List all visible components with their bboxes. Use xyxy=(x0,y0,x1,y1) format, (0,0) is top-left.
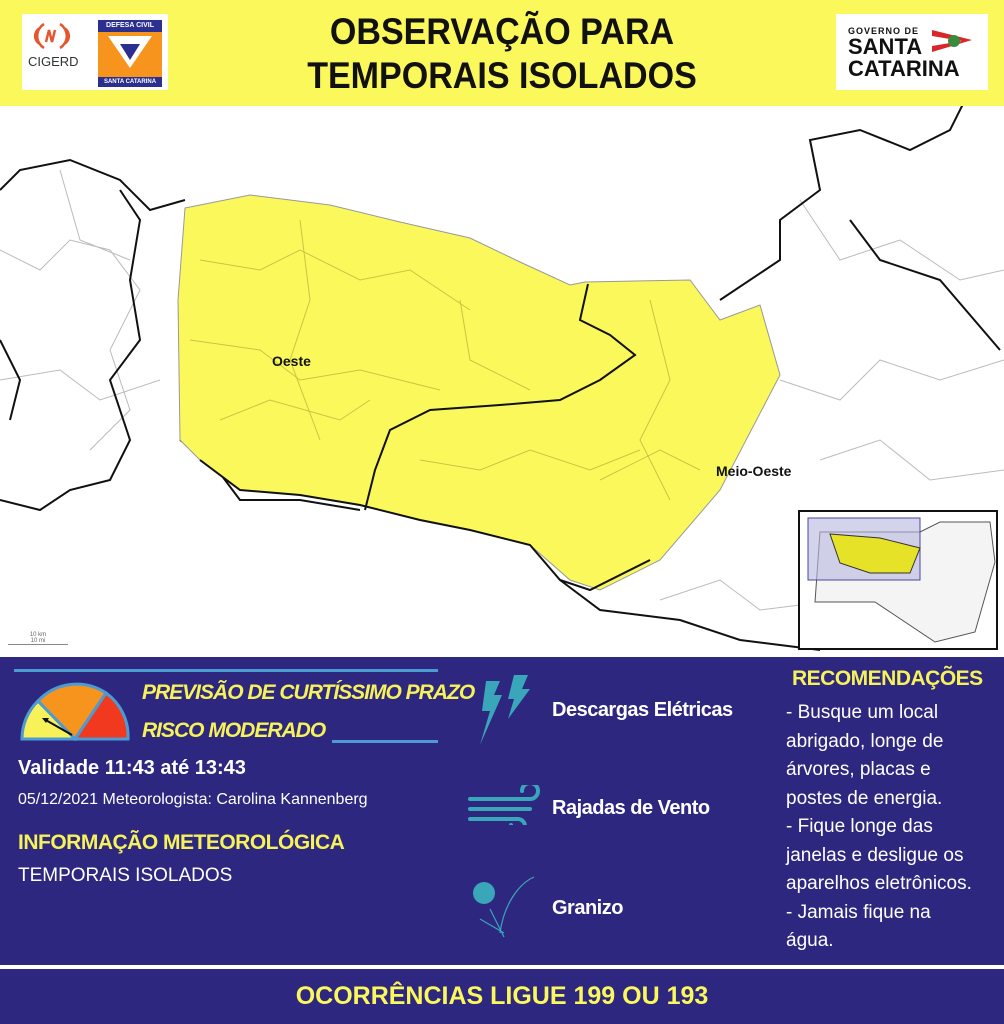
info-heading: INFORMAÇÃO METEOROLÓGICA xyxy=(18,831,345,854)
map-canvas xyxy=(0,89,1004,651)
region-label-oeste: Oeste xyxy=(272,353,311,369)
hail-icon xyxy=(473,876,535,938)
alert-municipality-borders xyxy=(189,219,701,501)
logos-left: CIGERD DEFESA CIVIL SANTA CATARINA xyxy=(22,14,168,90)
divider-top xyxy=(14,669,438,672)
recommendation-line: - Jamais fique na xyxy=(786,901,931,923)
defesa-civil-top: DEFESA CIVIL xyxy=(98,20,162,32)
risk-gauge-icon xyxy=(20,682,130,742)
page-title: OBSERVAÇÃO PARA TEMPORAIS ISOLADOS xyxy=(224,10,780,98)
region-boundary xyxy=(364,283,637,511)
recommendation-line: água. xyxy=(786,930,834,951)
inset-map-canvas xyxy=(807,517,996,643)
defesa-civil-logo: DEFESA CIVIL SANTA CATARINA xyxy=(96,18,164,87)
river-border xyxy=(199,459,651,592)
recommendation-line: árvores, placas e xyxy=(786,759,931,780)
cigerd-logo-text: CIGERD xyxy=(28,54,79,69)
recommendation-line: abrigado, longe de xyxy=(786,730,944,752)
title-line-2: TEMPORAIS ISOLADOS xyxy=(307,55,697,96)
hazard-hail-label: Granizo xyxy=(552,897,623,919)
date-meteorologist: 05/12/2021 Meteorologista: Carolina Kann… xyxy=(18,791,368,808)
recommendation-line: postes de energia. xyxy=(786,787,943,809)
municipality-borders xyxy=(0,169,1004,611)
gov-line-1: SANTA xyxy=(848,34,923,59)
wind-icon xyxy=(468,785,540,825)
cigerd-logo-icon xyxy=(33,22,71,50)
risk-level: RISCO MODERADO xyxy=(142,719,326,742)
scale-mi: 10 mi xyxy=(30,638,46,644)
footer: OCORRÊNCIAS LIGUE 199 OU 193 xyxy=(0,969,1004,1024)
state-borders xyxy=(0,89,1001,651)
gov-sc-logo: GOVERNO DE SANTA CATARINA xyxy=(836,14,988,90)
info-text: TEMPORAIS ISOLADOS xyxy=(18,865,233,886)
scale-bar: 10 km 10 mi xyxy=(8,632,68,645)
defesa-civil-bottom: SANTA CATARINA xyxy=(98,77,162,87)
gov-line-2: CATARINA xyxy=(848,56,960,81)
info-panel: PREVISÃO DE CURTÍSSIMO PRAZO RISCO MODER… xyxy=(0,657,1004,965)
region-label-meio-oeste: Meio-Oeste xyxy=(716,463,792,479)
forecast-type: PREVISÃO DE CURTÍSSIMO PRAZO xyxy=(142,681,475,704)
defesa-civil-emblem-icon xyxy=(108,36,152,68)
hazard-lightning-label: Descargas Elétricas xyxy=(552,699,733,721)
recommendation-line: aparelhos eletrônicos. xyxy=(786,873,972,894)
lightning-icon xyxy=(480,675,530,745)
divider-risk xyxy=(332,740,438,743)
sc-flag-icon xyxy=(932,30,972,52)
hazard-wind-label: Rajadas de Vento xyxy=(552,797,710,819)
divider-footer xyxy=(0,965,1004,969)
recommendations-heading: RECOMENDAÇÕES xyxy=(792,667,983,690)
header: CIGERD DEFESA CIVIL SANTA CATARINA OBSER… xyxy=(0,0,1004,106)
scale-km: 10 km xyxy=(29,632,47,638)
gov-top: GOVERNO DE xyxy=(848,26,920,36)
alert-area-polygon xyxy=(177,194,781,591)
title-line-1: OBSERVAÇÃO PARA xyxy=(329,11,675,52)
recommendation-line: - Fique longe das xyxy=(786,816,933,837)
gov-name: SANTA CATARINA xyxy=(848,36,960,80)
recommendations-list: - Busque um local abrigado, longe de árv… xyxy=(786,699,972,956)
validity: Validade 11:43 até 13:43 xyxy=(18,757,246,779)
inset-map xyxy=(798,510,998,650)
recommendation-line: janelas e desligue os xyxy=(786,844,964,866)
map: Oeste Meio-Oeste 10 km 10 mi xyxy=(0,89,1004,657)
recommendation-line: - Busque um local xyxy=(786,702,939,723)
